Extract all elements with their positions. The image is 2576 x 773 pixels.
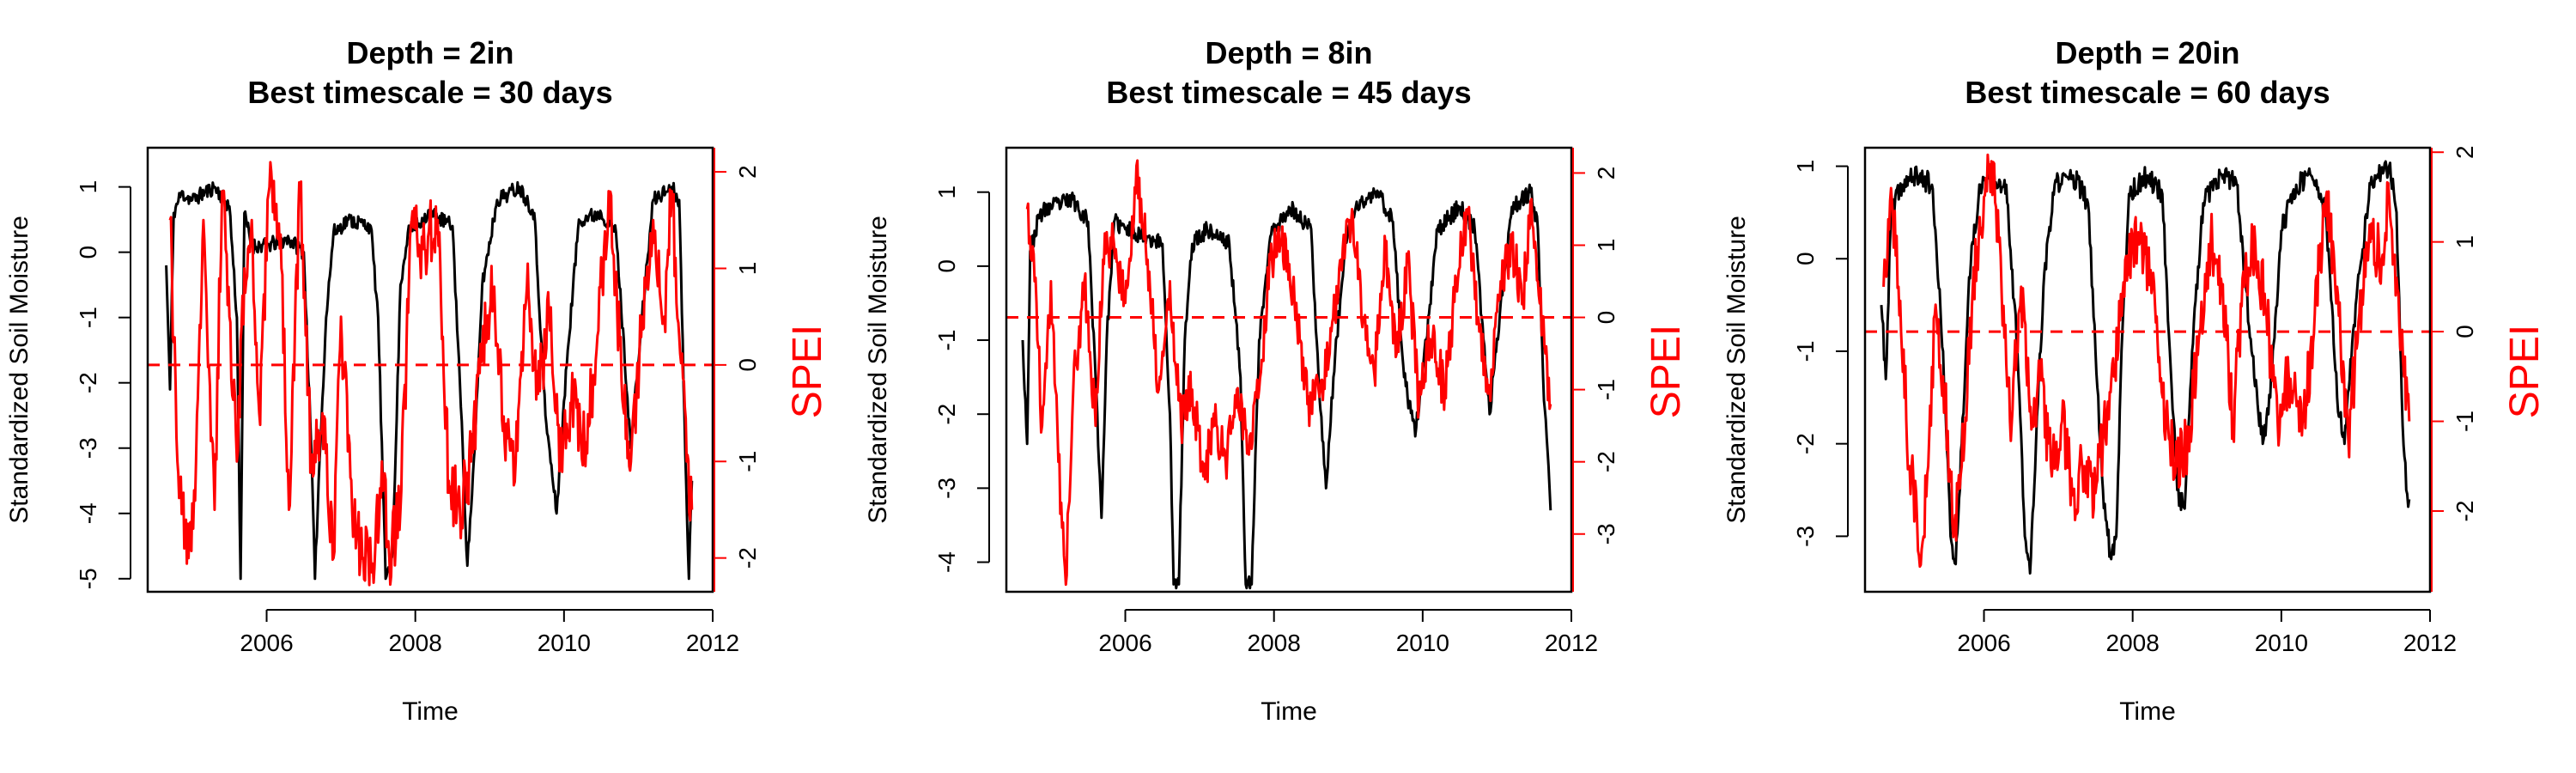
y-left-tick-label: 0	[75, 246, 101, 259]
y-axis-right-label: SPEI	[1643, 325, 1689, 418]
x-tick-label: 2006	[240, 630, 293, 656]
y-left-tick-label: 1	[75, 180, 101, 194]
y-left-tick-label: 1	[1792, 160, 1819, 173]
spei-line	[168, 161, 694, 587]
y-left-tick-label: -2	[1792, 433, 1819, 454]
y-left-tick-label: -5	[75, 568, 101, 589]
y-right-tick-label: -3	[1593, 523, 1619, 545]
y-left-tick-label: -3	[1792, 526, 1819, 547]
y-right-tick-label: 1	[734, 262, 761, 276]
y-left-tick-label: -1	[1792, 341, 1819, 362]
chart-title-line2: Best timescale = 30 days	[247, 75, 612, 110]
y-right-tick-label: 0	[2451, 325, 2478, 338]
chart-panel-2: Depth = 8in Best timescale = 45 days 2006 2…	[864, 35, 1689, 726]
y-left-tick-label: -2	[75, 372, 101, 393]
x-tick-label: 2010	[1396, 630, 1449, 656]
y-right-tick-label: -1	[1593, 379, 1619, 400]
y-left-tick-label: -3	[75, 437, 101, 459]
x-axis-label: Time	[1261, 697, 1317, 726]
y-left-tick-label: -1	[933, 330, 960, 351]
x-tick-label: 2010	[2255, 630, 2308, 656]
plot-frame	[1863, 146, 2432, 593]
x-tick-label: 2006	[1098, 630, 1151, 656]
x-tick-label: 2012	[2403, 630, 2457, 656]
plot-frame	[146, 146, 714, 593]
x-tick-label: 2010	[538, 630, 591, 656]
chart-title-line1: Depth = 8in	[1205, 35, 1372, 70]
y-axis-left-label: Standardized Soil Moisture	[5, 216, 33, 524]
y-left-tick-label: -4	[75, 502, 101, 524]
series-group	[1880, 153, 2411, 575]
soil-moisture-line	[1880, 160, 2411, 575]
y-left-tick-label: -2	[933, 404, 960, 425]
y-axis-left-label: Standardized Soil Moisture	[1722, 216, 1751, 524]
y-right-tick-label: -2	[2451, 501, 2478, 522]
spei-line	[1025, 159, 1552, 587]
y-right-tick-label: 0	[734, 358, 761, 372]
x-tick-label: 2012	[686, 630, 739, 656]
x-tick-label: 2006	[1957, 630, 2010, 656]
y-right-tick-label: -1	[2451, 411, 2478, 432]
y-left-tick-label: 0	[1792, 252, 1819, 265]
x-tick-label: 2008	[1248, 630, 1301, 656]
y-axis-left-label: Standardized Soil Moisture	[864, 216, 892, 524]
x-axis-label: Time	[2119, 697, 2176, 726]
chart-title-line1: Depth = 20in	[2055, 35, 2239, 70]
spei-line	[1882, 153, 2411, 569]
y-left-tick-label: -4	[933, 551, 960, 573]
y-right-tick-label: -2	[734, 547, 761, 569]
x-axis-label: Time	[402, 697, 459, 726]
chart-title-line2: Best timescale = 45 days	[1106, 75, 1471, 110]
chart-title-line2: Best timescale = 60 days	[1965, 75, 2330, 110]
chart-title-line1: Depth = 2in	[346, 35, 513, 70]
y-left-tick-label: -1	[75, 307, 101, 328]
y-axis-right-label: SPEI	[2502, 325, 2548, 418]
y-right-tick-label: 2	[734, 165, 761, 179]
x-tick-label: 2012	[1545, 630, 1598, 656]
series-group	[165, 161, 694, 587]
y-left-tick-label: -3	[933, 478, 960, 499]
y-right-tick-label: 1	[1593, 239, 1619, 253]
soil-moisture-line	[1021, 183, 1552, 590]
y-right-tick-label: 2	[1593, 167, 1619, 180]
x-tick-label: 2008	[2106, 630, 2160, 656]
x-tick-label: 2008	[389, 630, 442, 656]
y-right-tick-label: -2	[1593, 451, 1619, 472]
y-right-tick-label: -1	[734, 451, 761, 472]
series-group	[1021, 159, 1552, 590]
y-right-tick-label: 0	[1593, 311, 1619, 325]
chart-panel-3: Depth = 20in Best timescale = 60 days 2006…	[1722, 35, 2548, 726]
y-right-tick-label: 1	[2451, 235, 2478, 249]
y-right-tick-label: 2	[2451, 145, 2478, 159]
y-left-tick-label: 1	[933, 186, 960, 199]
y-left-tick-label: 0	[933, 259, 960, 273]
y-axis-right-label: SPEI	[785, 325, 830, 418]
chart-panel-1: Depth = 2in Best timescale = 30 days 2006 2…	[5, 35, 830, 726]
plot-frame	[1005, 146, 1573, 593]
